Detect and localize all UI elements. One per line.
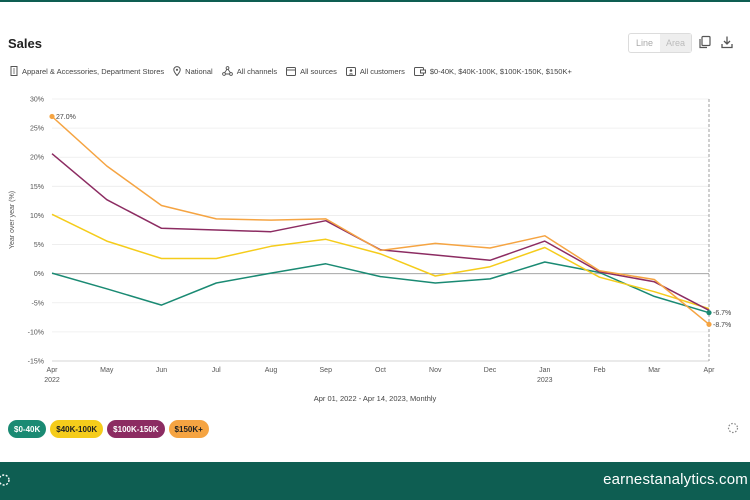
location-pin-icon <box>173 66 181 76</box>
wallet-icon <box>413 66 426 76</box>
y-tick-label: -15% <box>28 359 44 366</box>
y-tick-label: 15% <box>30 184 44 191</box>
network-icon <box>221 66 233 76</box>
customer-id-icon <box>345 66 356 76</box>
filter-geo[interactable]: National <box>173 66 213 76</box>
x-tick-label: Mar <box>648 367 661 374</box>
line-toggle-button[interactable]: Line <box>635 38 653 48</box>
x-tick-label: Jan <box>539 367 550 374</box>
filter-channels-label: All channels <box>236 66 278 76</box>
chart-annotations: 27.0% -6.7% -8.7% <box>49 113 731 329</box>
data-point-marker <box>706 321 712 327</box>
series-line <box>51 261 710 314</box>
series-line <box>51 213 710 310</box>
x-year-label: 2023 <box>537 377 553 384</box>
area-toggle-button[interactable]: Area <box>660 34 691 52</box>
x-tick-label: Oct <box>375 367 386 374</box>
x-tick-label: Aug <box>265 367 278 374</box>
x-tick-label: Jul <box>212 367 221 374</box>
legend-chip[interactable]: $100K-150K <box>107 420 165 438</box>
y-tick-label: 25% <box>30 126 44 133</box>
filter-customers-label: All customers <box>359 66 405 76</box>
view-toggle[interactable]: Line Area <box>628 33 692 53</box>
data-point-marker <box>49 113 55 120</box>
filter-channels[interactable]: All channels <box>221 66 278 76</box>
chart-gridlines <box>52 98 709 362</box>
x-tick-label: Feb <box>593 367 605 374</box>
data-label: 27.0% <box>56 114 76 121</box>
x-tick-label: Apr <box>704 367 716 374</box>
copy-icon[interactable] <box>698 35 712 49</box>
y-tick-label: 10% <box>30 213 44 220</box>
filter-income-label: $0-40K, $40K-100K, $100K-150K, $150K+ <box>429 66 572 76</box>
legend-chip[interactable]: $40K-100K <box>50 420 104 438</box>
filter-income[interactable]: $0-40K, $40K-100K, $100K-150K, $150K+ <box>413 66 572 76</box>
x-tick-label: Nov <box>429 367 442 374</box>
footer-bar: earnestanalytics.com <box>0 462 750 500</box>
y-tick-label: 30% <box>30 97 44 104</box>
filter-bar: Apparel & Accessories, Department Stores… <box>10 66 581 76</box>
y-tick-label: -5% <box>32 300 44 307</box>
x-tick-label: May <box>100 367 114 374</box>
x-tick-label: Apr <box>47 367 59 374</box>
y-axis-title: Year over year (%) <box>9 191 16 249</box>
sales-card: Sales Line Area Apparel & Accessories, D… <box>0 2 750 462</box>
y-tick-label: 5% <box>34 242 44 249</box>
filter-sources[interactable]: All sources <box>286 66 337 76</box>
card-icon <box>286 66 297 76</box>
x-tick-label: Sep <box>320 367 333 374</box>
data-point-marker <box>706 310 712 316</box>
x-tick-label: Jun <box>156 367 167 374</box>
building-icon <box>10 66 18 76</box>
data-label: -6.7% <box>713 310 731 317</box>
chart-axes: 30%25%20%15%10%5%0%-5%-10%-15%Apr2022May… <box>9 97 715 385</box>
series-line <box>51 153 710 311</box>
filter-category[interactable]: Apparel & Accessories, Department Stores <box>10 66 164 76</box>
date-range-caption: Apr 01, 2022 - Apr 14, 2023, Monthly <box>313 394 437 403</box>
y-tick-label: -10% <box>28 329 44 336</box>
filter-customers[interactable]: All customers <box>345 66 405 76</box>
loading-spinner-icon <box>727 422 739 434</box>
top-accent-bar <box>0 0 750 2</box>
legend-chip[interactable]: $150K+ <box>168 420 209 438</box>
series-line <box>51 115 710 325</box>
download-icon[interactable] <box>720 35 734 49</box>
x-year-label: 2022 <box>44 377 60 384</box>
x-tick-label: Dec <box>484 367 497 374</box>
chart-series <box>51 115 710 325</box>
data-label: -8.7% <box>713 322 731 329</box>
legend: $0-40K $40K-100K $100K-150K $150K+ <box>8 420 213 438</box>
footer-brand: earnestanalytics.com <box>603 471 748 488</box>
filter-sources-label: All sources <box>300 66 337 76</box>
filter-category-label: Apparel & Accessories, Department Stores <box>22 66 165 76</box>
filter-geo-label: National <box>185 66 213 76</box>
earnest-logo-icon <box>0 474 10 486</box>
page-title: Sales <box>8 36 42 51</box>
legend-chip[interactable]: $0-40K <box>8 420 47 438</box>
y-tick-label: 20% <box>30 155 44 162</box>
line-chart: 30%25%20%15%10%5%0%-5%-10%-15%Apr2022May… <box>9 97 731 385</box>
y-tick-label: 0% <box>34 271 44 278</box>
